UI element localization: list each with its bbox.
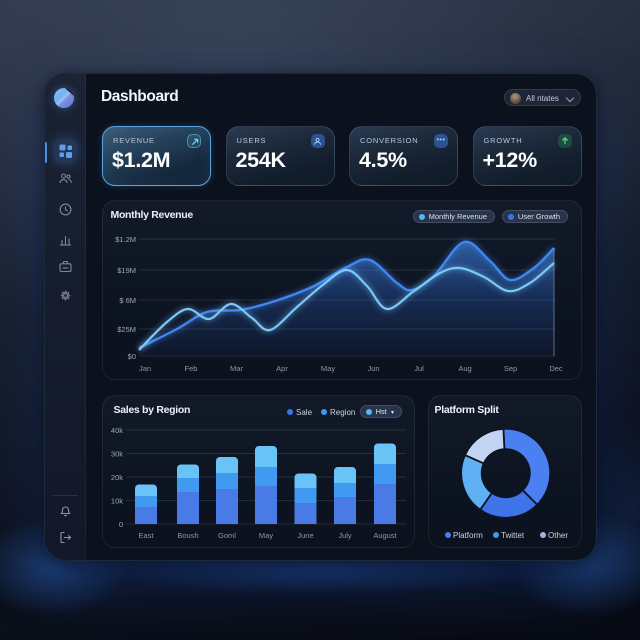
svg-text:0: 0 bbox=[119, 520, 123, 529]
svg-text:$25M: $25M bbox=[117, 325, 136, 334]
svg-text:Sep: Sep bbox=[504, 364, 517, 373]
svg-text:August: August bbox=[373, 531, 397, 540]
svg-text:$0: $0 bbox=[128, 352, 136, 361]
svg-text:Goml: Goml bbox=[218, 531, 236, 540]
svg-text:Apr: Apr bbox=[276, 364, 288, 373]
svg-text:30k: 30k bbox=[111, 450, 123, 459]
svg-text:June: June bbox=[297, 531, 313, 540]
svg-text:Dec: Dec bbox=[549, 364, 563, 373]
svg-text:East: East bbox=[138, 531, 154, 540]
svg-text:$ 6M: $ 6M bbox=[119, 296, 136, 305]
svg-text:Boush: Boush bbox=[177, 531, 198, 540]
svg-text:Feb: Feb bbox=[185, 364, 198, 373]
svg-text:Jul: Jul bbox=[414, 364, 424, 373]
svg-text:Jun: Jun bbox=[367, 364, 379, 373]
svg-text:20k: 20k bbox=[111, 473, 123, 482]
svg-text:40k: 40k bbox=[111, 426, 123, 435]
svg-text:July: July bbox=[338, 531, 352, 540]
svg-text:May: May bbox=[321, 364, 335, 373]
svg-text:May: May bbox=[259, 531, 273, 540]
svg-text:Jan: Jan bbox=[139, 364, 151, 373]
svg-text:$19M: $19M bbox=[117, 266, 136, 275]
svg-text:Mar: Mar bbox=[230, 364, 243, 373]
svg-text:Aug: Aug bbox=[458, 364, 471, 373]
svg-text:$1.2M: $1.2M bbox=[115, 235, 136, 244]
svg-text:10k: 10k bbox=[111, 497, 123, 506]
